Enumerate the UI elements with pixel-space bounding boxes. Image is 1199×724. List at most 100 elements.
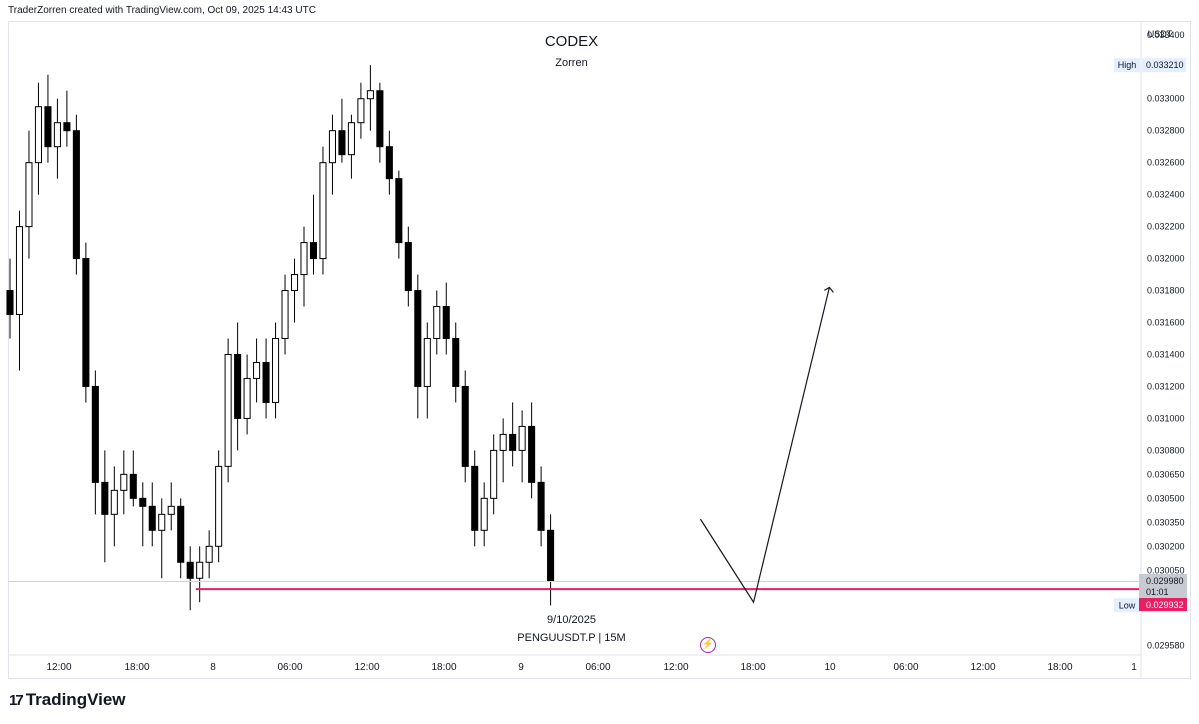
candle-body bbox=[395, 178, 403, 244]
time-tick-label: 18:00 bbox=[1047, 662, 1072, 673]
candle-body bbox=[110, 489, 118, 515]
candle-body bbox=[262, 361, 270, 403]
chart-title: CODEX bbox=[544, 33, 599, 50]
price-tick-label: 0.032200 bbox=[1147, 222, 1185, 232]
candle-body bbox=[300, 242, 308, 276]
candle-body bbox=[499, 433, 507, 451]
candle-body bbox=[518, 425, 526, 451]
chart-caption: TraderZorren created with TradingView.co… bbox=[8, 5, 316, 16]
candle-body bbox=[471, 465, 479, 531]
price-tick-label: 0.032400 bbox=[1147, 190, 1185, 200]
time-tick-label: 1 bbox=[1131, 662, 1137, 673]
price-tick-label: 0.032600 bbox=[1147, 158, 1185, 168]
time-tick-label: 06:00 bbox=[585, 662, 610, 673]
candle-body bbox=[148, 505, 156, 531]
candle-body bbox=[414, 290, 422, 387]
candle-body bbox=[490, 449, 498, 499]
projection-arrowhead bbox=[824, 286, 834, 293]
price-tick-label: 0.031600 bbox=[1147, 318, 1185, 328]
candle-body bbox=[253, 361, 261, 379]
price-tick-label: 0.030200 bbox=[1147, 541, 1185, 551]
price-tick-label: 0.031400 bbox=[1147, 349, 1185, 359]
candle-body bbox=[224, 353, 232, 467]
candle-body bbox=[290, 274, 299, 292]
candle-body bbox=[25, 162, 33, 228]
candle-body bbox=[129, 473, 137, 499]
candle-body bbox=[82, 258, 90, 387]
time-tick-label: 18:00 bbox=[431, 662, 456, 673]
candle-body bbox=[480, 497, 488, 531]
price-tick-label: 0.033000 bbox=[1147, 94, 1185, 104]
high-marker-value: 0.033210 bbox=[1146, 60, 1184, 70]
candle-body bbox=[215, 465, 223, 547]
symbol-label: PENGUUSDT.P | 15M bbox=[517, 632, 626, 644]
time-tick-label: 8 bbox=[210, 662, 216, 673]
time-tick-label: 12:00 bbox=[970, 662, 995, 673]
candle-body bbox=[338, 130, 346, 156]
high-marker-label-bg bbox=[1114, 58, 1140, 73]
candle-body bbox=[6, 290, 14, 316]
candle-body bbox=[272, 338, 280, 403]
high-marker-value-bg bbox=[1142, 58, 1186, 73]
candle-body bbox=[404, 242, 412, 292]
time-tick-label: 12:00 bbox=[354, 662, 379, 673]
candle-body bbox=[91, 385, 99, 483]
candle-body bbox=[158, 513, 166, 531]
candle-body bbox=[196, 561, 204, 579]
time-tick-label: 06:00 bbox=[277, 662, 302, 673]
candle-body bbox=[34, 106, 42, 164]
last-price-countdown: 01:01 bbox=[1146, 587, 1169, 597]
level-price-bg bbox=[1139, 598, 1187, 611]
high-marker-label: High bbox=[1118, 60, 1137, 70]
projection-path bbox=[699, 287, 830, 604]
tradingview-logo-icon: 17 bbox=[9, 692, 24, 709]
time-tick-label: 10 bbox=[824, 662, 836, 673]
price-tick-label: 0.031800 bbox=[1147, 286, 1185, 296]
price-tick-label: 0.030500 bbox=[1147, 493, 1185, 503]
candle-body bbox=[63, 122, 71, 132]
candle-body bbox=[177, 505, 185, 563]
price-tick-label: 0.030050 bbox=[1147, 565, 1185, 575]
low-marker-label-bg bbox=[1114, 598, 1140, 613]
candle-body bbox=[385, 146, 393, 180]
last-price-bg bbox=[1139, 574, 1187, 598]
candle-body bbox=[53, 122, 61, 148]
candle-body bbox=[243, 377, 251, 419]
candle-body bbox=[72, 130, 80, 260]
candle-body bbox=[376, 90, 384, 148]
candle-body bbox=[44, 106, 52, 148]
candle-body bbox=[309, 242, 318, 260]
time-tick-label: 12:00 bbox=[663, 662, 688, 673]
time-tick-label: 18:00 bbox=[740, 662, 765, 673]
candle-body bbox=[101, 481, 109, 515]
candle-body bbox=[423, 338, 431, 387]
candle-body bbox=[205, 545, 213, 563]
time-tick-label: 12:00 bbox=[46, 662, 71, 673]
low-marker-label: Low bbox=[1119, 600, 1136, 610]
price-tick-label: 0.030800 bbox=[1147, 445, 1185, 455]
time-tick-label: 18:00 bbox=[124, 662, 149, 673]
price-tick-label: 0.030650 bbox=[1147, 469, 1185, 479]
price-tick-label: 0.030350 bbox=[1147, 517, 1185, 527]
candle-body bbox=[461, 385, 469, 467]
time-tick-label: 9 bbox=[518, 662, 524, 673]
lightning-icon[interactable]: ⚡ bbox=[700, 637, 716, 653]
candle-body bbox=[452, 338, 460, 387]
tradingview-logo[interactable]: 17 TradingView bbox=[9, 690, 126, 710]
candle-body bbox=[328, 130, 336, 164]
price-tick-label: 0.033400 bbox=[1147, 30, 1185, 40]
logo-text: TradingView bbox=[25, 690, 126, 709]
candle-body bbox=[366, 90, 374, 100]
candle-body bbox=[15, 226, 24, 316]
chart-subtitle: Zorren bbox=[555, 57, 588, 69]
price-tick-label: 0.031000 bbox=[1147, 413, 1185, 423]
price-tick-label: 0.029580 bbox=[1147, 640, 1185, 650]
time-tick-label: 06:00 bbox=[893, 662, 918, 673]
candle-body bbox=[139, 497, 147, 507]
last-price-value: 0.029980 bbox=[1146, 576, 1184, 586]
candle-body bbox=[186, 561, 194, 579]
price-tick-label: 0.032800 bbox=[1147, 126, 1185, 136]
candle-body bbox=[319, 162, 327, 260]
currency-label: USDT bbox=[1148, 29, 1173, 39]
